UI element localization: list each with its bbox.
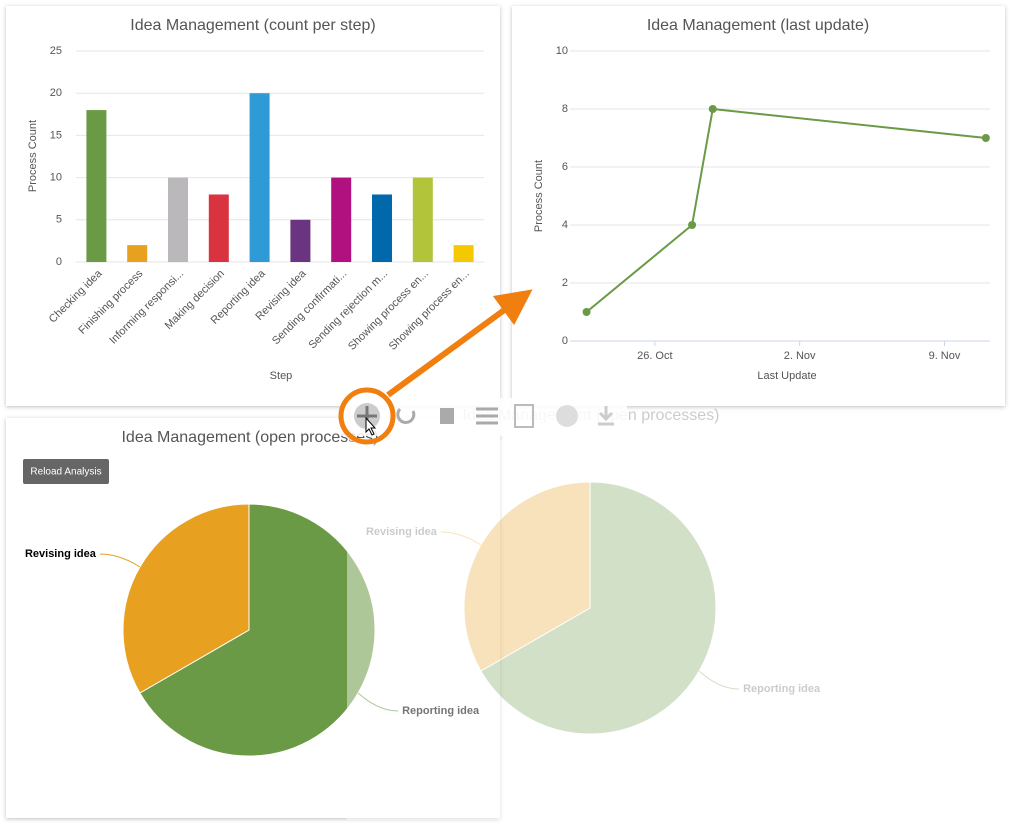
x-tick-label: 9. Nov: [929, 350, 961, 362]
point: [981, 134, 990, 142]
y-tick-label: 0: [56, 256, 62, 268]
y-axis-label: Process Count: [27, 120, 39, 192]
chart-title: Idea Management (open processes): [121, 429, 378, 446]
y-tick-label: 4: [562, 219, 568, 231]
bar: [127, 245, 148, 262]
bar: [249, 93, 270, 262]
y-tick-label: 20: [50, 87, 62, 99]
y-tick-label: 2: [562, 277, 568, 289]
y-tick-label: 8: [562, 103, 568, 115]
leader-line: [99, 553, 141, 568]
leader-line: [440, 531, 482, 546]
pie-label: Reporting idea: [402, 705, 480, 717]
y-tick-label: 5: [56, 214, 62, 226]
delete-icon[interactable]: [440, 408, 454, 424]
x-tick-label: 2. Nov: [784, 350, 816, 362]
toolbar: [340, 398, 627, 436]
list-icon[interactable]: [476, 407, 498, 425]
bar: [453, 245, 474, 262]
y-axis-label: Process Count: [533, 160, 545, 232]
bar: [168, 177, 188, 262]
bar: [331, 177, 352, 262]
chart-title: Idea Management (count per step): [130, 17, 375, 34]
leader-line: [357, 692, 399, 712]
y-tick-label: 10: [556, 45, 568, 57]
highlight-circle: [338, 387, 396, 445]
pie-label: Revising idea: [366, 526, 438, 538]
pie-slice: [480, 481, 717, 735]
y-tick-label: 6: [562, 161, 568, 173]
pie-slice: [139, 503, 376, 757]
y-tick-label: 10: [50, 172, 62, 184]
x-tick-label: 26. Oct: [637, 350, 672, 362]
bar: [208, 194, 229, 262]
x-axis-label: Step: [270, 370, 293, 382]
y-tick-label: 15: [50, 129, 62, 141]
cursor: [365, 416, 377, 436]
reload-button[interactable]: [23, 459, 109, 484]
reload-icon[interactable]: [396, 407, 416, 424]
bar: [412, 177, 433, 262]
doc-icon[interactable]: [514, 404, 534, 428]
pie-label: Reporting idea: [743, 683, 821, 695]
drag-ghost-panel: [347, 440, 1002, 820]
x-axis-label: Last Update: [757, 370, 816, 382]
leader-line: [698, 670, 740, 690]
pie-slice: [122, 503, 250, 694]
bar: [86, 110, 107, 262]
pie-slice: [463, 481, 591, 672]
point: [708, 105, 717, 113]
bar: [290, 219, 311, 262]
pie-label: Revising idea: [25, 548, 97, 560]
link-icon[interactable]: [556, 405, 578, 427]
reload-button-label[interactable]: Reload Analysis: [30, 467, 101, 478]
y-tick-label: 25: [50, 45, 62, 57]
drag-arrow: [386, 289, 533, 398]
panel: [512, 6, 1005, 406]
line: [585, 107, 986, 313]
y-tick-label: 0: [562, 335, 568, 347]
bar: [372, 194, 392, 262]
point: [582, 308, 591, 316]
download-icon[interactable]: [598, 406, 614, 426]
chart-title: Idea Management (last update): [647, 17, 869, 34]
point: [688, 221, 697, 229]
